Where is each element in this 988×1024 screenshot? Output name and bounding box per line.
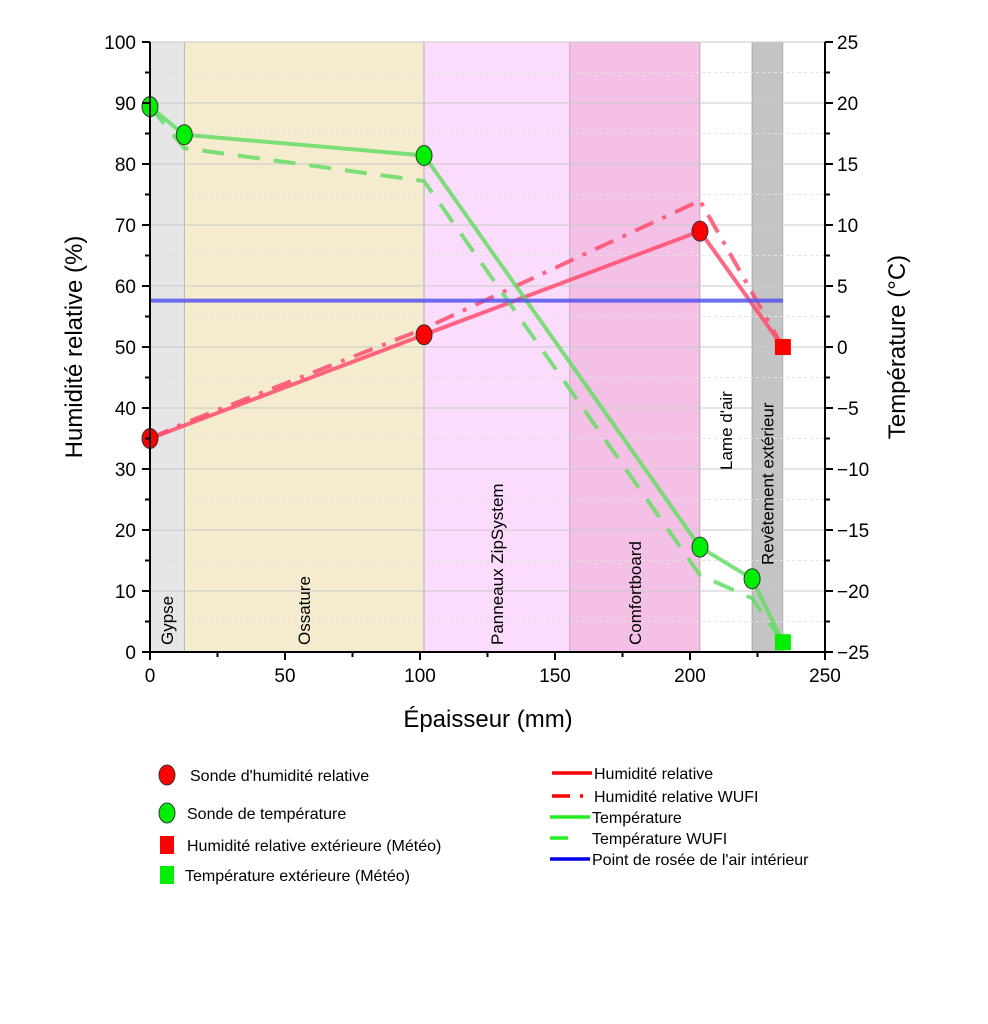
y2-tick-label: 20 — [837, 94, 858, 115]
y-axis-label: Humidité relative (%) — [61, 236, 88, 459]
legend-label: Humidité relative extérieure (Météo) — [187, 838, 441, 855]
marker-point — [691, 536, 709, 558]
y-tick-label: 90 — [115, 94, 136, 115]
legend-label: Point de rosée de l'air intérieur — [592, 852, 809, 869]
layer-label: Panneaux ZipSystem — [488, 483, 507, 645]
layer-label: Lame d'air — [717, 391, 736, 470]
legend-marker — [158, 764, 176, 786]
y-tick-label: 60 — [115, 277, 136, 298]
y-tick-label: 30 — [115, 460, 136, 481]
legend-label: Température WUFI — [592, 831, 727, 848]
y2-tick-label: −20 — [837, 582, 869, 603]
marker-point — [415, 324, 433, 346]
y2-tick-label: 0 — [837, 338, 848, 359]
marker-point — [774, 634, 791, 651]
y2-tick-label: −25 — [837, 643, 869, 664]
marker-point — [175, 124, 193, 146]
y2-tick-label: 15 — [837, 155, 858, 176]
y-tick-label: 50 — [115, 338, 136, 359]
x-tick-label: 100 — [404, 666, 436, 687]
y2-tick-label: −5 — [837, 399, 859, 420]
marker-point — [691, 220, 709, 242]
y2-tick-label: −10 — [837, 460, 869, 481]
x-tick-label: 150 — [539, 666, 571, 687]
layer-label: Comfortboard — [626, 541, 645, 645]
legend-label: Température extérieure (Météo) — [185, 868, 410, 885]
marker-point — [415, 144, 433, 166]
y2-tick-label: 25 — [837, 33, 858, 54]
legend-label: Température — [592, 810, 682, 827]
y-tick-label: 20 — [115, 521, 136, 542]
y-tick-label: 70 — [115, 216, 136, 237]
x-tick-label: 50 — [274, 666, 295, 687]
x-tick-label: 0 — [145, 666, 156, 687]
series-line-0 — [149, 228, 785, 441]
x-tick-label: 200 — [674, 666, 706, 687]
legend: Sonde d'humidité relative Sonde de tempér… — [158, 764, 809, 885]
y-tick-label: 40 — [115, 399, 136, 420]
layer-label: Gypse — [158, 596, 177, 645]
marker-point — [774, 339, 791, 355]
legend-marker — [160, 836, 174, 854]
y-tick-label: 10 — [115, 582, 136, 603]
x-axis-label: Épaisseur (mm) — [403, 706, 572, 733]
marker-point — [743, 568, 761, 590]
y2-tick-label: −15 — [837, 521, 869, 542]
legend-label: Humidité relative — [594, 766, 713, 783]
layer-label: Ossature — [295, 576, 314, 645]
layer-label: Revêtement extérieur — [758, 402, 777, 565]
x-tick-label: 250 — [809, 666, 841, 687]
legend-label: Sonde d'humidité relative — [190, 768, 369, 785]
y-tick-label: 100 — [104, 33, 136, 54]
legend-marker — [158, 802, 176, 824]
y-tick-label: 0 — [125, 643, 136, 664]
y2-axis-label: Température (°C) — [884, 255, 911, 439]
legend-marker — [160, 866, 174, 884]
y-tick-label: 80 — [115, 155, 136, 176]
y2-tick-label: 5 — [837, 277, 848, 298]
y2-tick-label: 10 — [837, 216, 858, 237]
legend-label: Sonde de température — [187, 806, 346, 823]
legend-label: Humidité relative WUFI — [594, 789, 758, 806]
